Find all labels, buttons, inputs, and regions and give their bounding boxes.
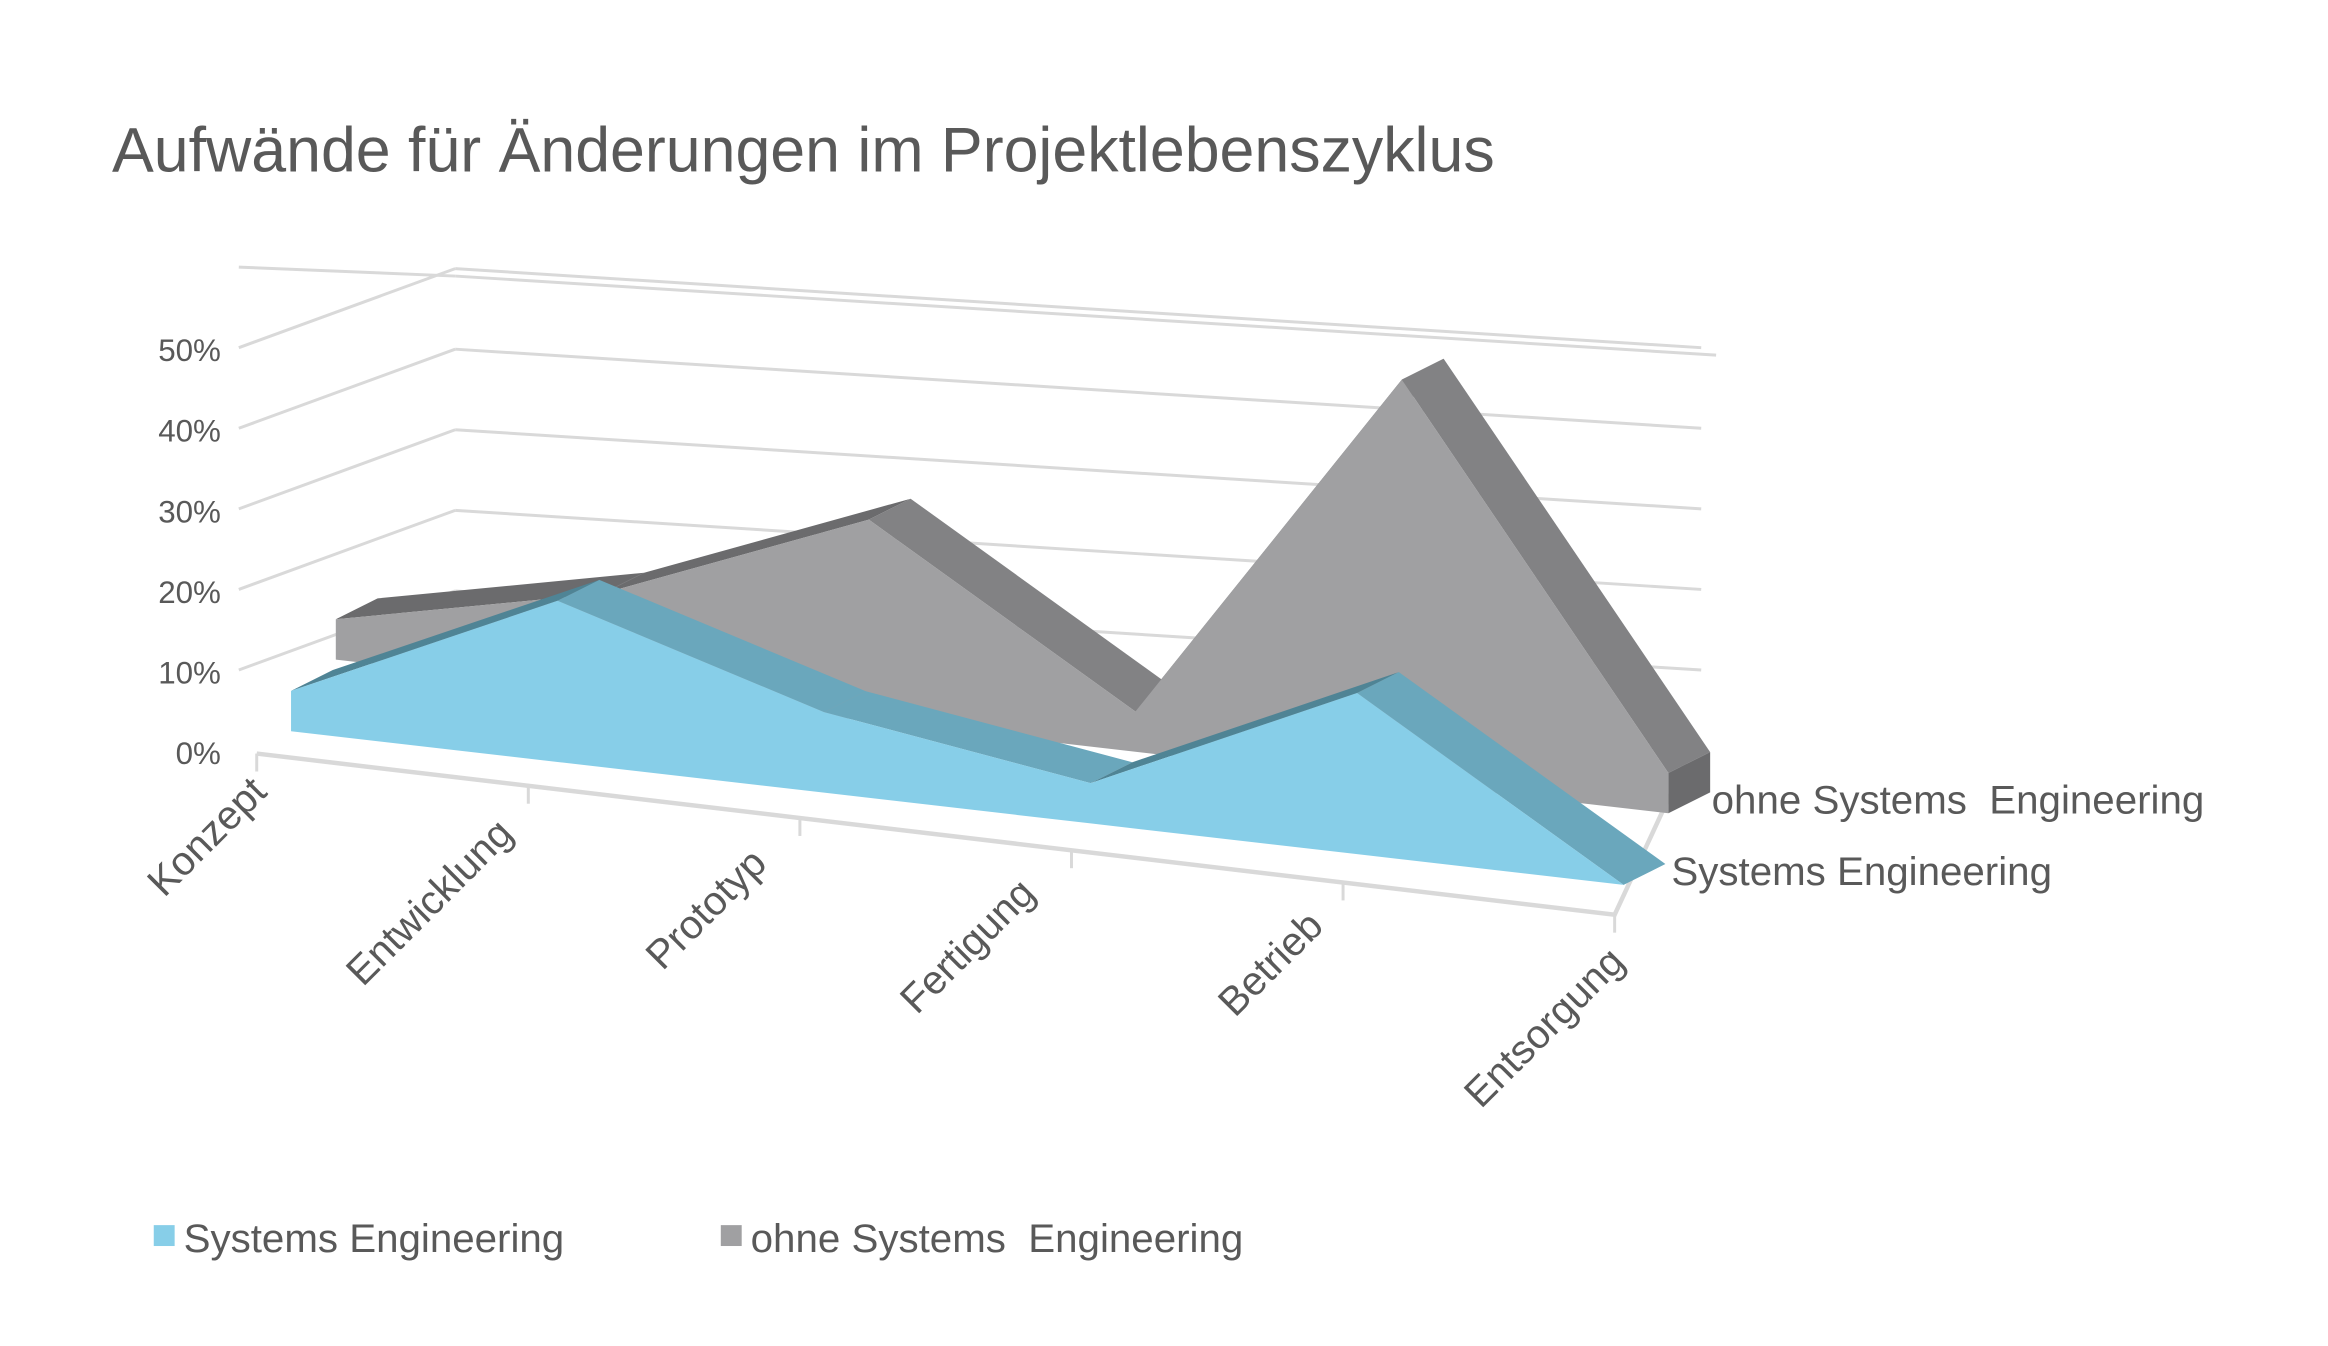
legend: Systems Engineering ohne Systems Enginee…: [153, 1216, 1244, 1261]
x-tick-label: Betrieb: [1209, 903, 1331, 1025]
area-front-face: [291, 600, 1624, 885]
y-tick-label: 40%: [158, 414, 221, 449]
area-top-face: [1090, 672, 1399, 784]
area-top-face: [868, 498, 1178, 712]
y-tick-label: 0%: [176, 736, 221, 771]
gridline-back-wall: [455, 347, 1702, 430]
y-tick-label: 10%: [158, 655, 221, 690]
legend-swatch-se: [153, 1225, 175, 1247]
legend-swatch-ohne-se: [720, 1225, 742, 1247]
gridline-left-wall: [238, 265, 456, 278]
area-top-face: [602, 498, 911, 594]
y-axis-tick-labels: 0% 10% 20% 30% 40% 50%: [158, 333, 221, 771]
area-top-face: [1401, 358, 1711, 773]
x-tick-label: Fertigung: [891, 870, 1043, 1022]
y-tick-label: 30%: [158, 494, 221, 529]
legend-item-ohne-se: ohne Systems Engineering: [720, 1216, 1244, 1261]
area-side-face: [1668, 752, 1711, 814]
depth-label-se: Systems Engineering: [1671, 849, 2052, 894]
gridline-left-wall: [238, 428, 456, 511]
y-tick-label: 50%: [158, 333, 221, 368]
legend-label-ohne-se: ohne Systems Engineering: [751, 1216, 1244, 1261]
area-top-face: [335, 572, 645, 620]
gridline-back-wall: [455, 267, 1702, 350]
gridline-left-wall: [238, 347, 456, 430]
area-top-face: [557, 579, 866, 713]
area-top-face: [1357, 672, 1666, 885]
area-top-face: [291, 579, 600, 691]
x-tick-label: Entsorgung: [1455, 939, 1633, 1117]
x-tick-label: Entwicklung: [337, 810, 521, 994]
series-se: [291, 579, 1666, 885]
gridline-back-wall: [455, 274, 1717, 357]
x-tick-label: Prototyp: [637, 840, 775, 978]
y-tick-label: 20%: [158, 575, 221, 610]
depth-axis-labels: ohne Systems Engineering Systems Enginee…: [1671, 777, 2204, 894]
legend-item-se: Systems Engineering: [153, 1216, 565, 1261]
x-tick-label: Konzept: [139, 768, 275, 904]
depth-label-ohne-se: ohne Systems Engineering: [1712, 777, 2205, 822]
gridline-left-wall: [238, 508, 456, 591]
area-top-face: [824, 691, 1133, 784]
chart-title: Aufwände für Änderungen im Projektlebens…: [112, 116, 1495, 186]
series-areas: [291, 358, 1711, 885]
gridline-left-wall: [238, 267, 456, 350]
legend-label-se: Systems Engineering: [184, 1216, 565, 1261]
